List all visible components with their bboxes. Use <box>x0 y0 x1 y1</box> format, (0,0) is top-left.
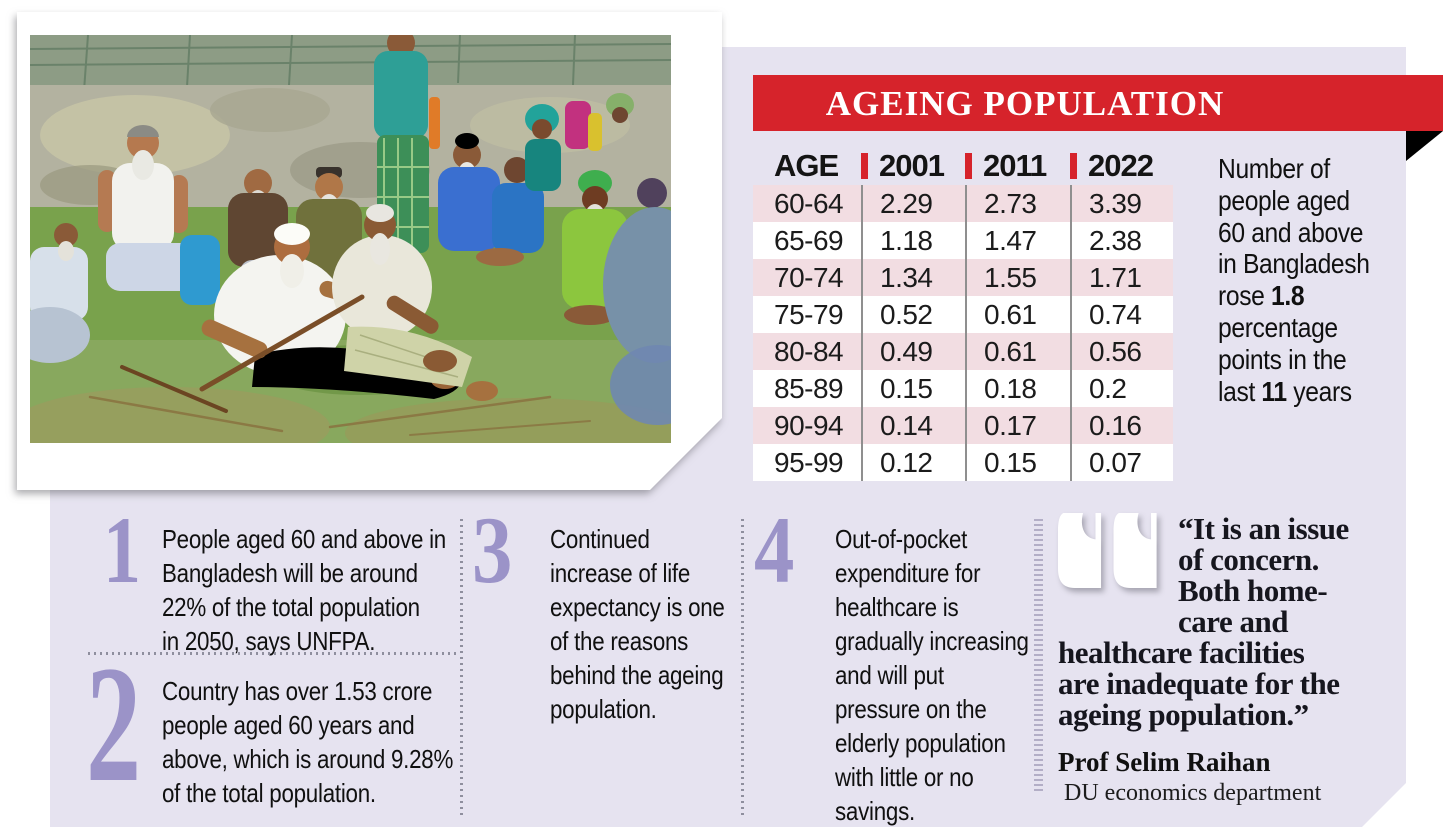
note-bold-value: 1.8 <box>1271 280 1305 312</box>
age-cell: 90-94 <box>774 409 844 441</box>
figure-left-vest-man <box>98 125 220 305</box>
red-bar-icon <box>861 153 868 179</box>
value-cell: 1.47 <box>965 222 1070 259</box>
value-cell: 0.16 <box>1070 407 1173 444</box>
value-cell: 2.38 <box>1070 222 1173 259</box>
highlight-note: Number of people aged 60 and above in Ba… <box>1218 153 1370 407</box>
age-cell: 85-89 <box>774 372 844 404</box>
value-cell: 0.61 <box>965 296 1070 333</box>
quote-text: “It is an issue of concern. Both home- c… <box>1058 511 1349 732</box>
figure-right-back-man <box>603 178 671 425</box>
point-1-numeral: 1 <box>103 497 141 603</box>
age-cell: 95-99 <box>774 446 844 478</box>
table-row: 85-89 0.15 0.18 0.2 <box>753 370 1173 407</box>
value-cell: 1.71 <box>1070 259 1173 296</box>
foreground-left-figure <box>30 223 90 363</box>
value-cell: 0.56 <box>1070 333 1173 370</box>
value-cell: 0.15 <box>861 370 965 407</box>
value-cell: 0.2 <box>1070 370 1173 407</box>
table-row: 70-74 1.34 1.55 1.71 <box>753 259 1173 296</box>
column-header-2011: 2011 <box>965 147 1070 185</box>
value-cell: 0.49 <box>861 333 965 370</box>
value-cell: 1.34 <box>861 259 965 296</box>
point-4-text: Out-of-pocket expenditure for healthcare… <box>835 524 1029 826</box>
age-cell: 70-74 <box>774 261 844 293</box>
age-cell: 65-69 <box>774 224 844 256</box>
value-cell: 0.14 <box>861 407 965 444</box>
value-cell: 1.55 <box>965 259 1070 296</box>
value-cell: 0.17 <box>965 407 1070 444</box>
table-row: 60-64 2.29 2.73 3.39 <box>753 185 1173 222</box>
section-header-banner: AGEING POPULATION <box>753 75 1443 131</box>
age-cell: 80-84 <box>774 335 844 367</box>
figure-headscarf-women <box>525 93 634 191</box>
table-row: 65-69 1.18 1.47 2.38 <box>753 222 1173 259</box>
point-3-text: Continued increase of life expectancy is… <box>550 524 725 724</box>
column-header-2001: 2001 <box>861 147 965 185</box>
point-2-numeral: 2 <box>86 632 142 817</box>
value-cell: 2.73 <box>965 185 1070 222</box>
table-row: 90-94 0.14 0.17 0.16 <box>753 407 1173 444</box>
point-1-text: People aged 60 and above in Bangladesh w… <box>162 524 446 656</box>
value-cell: 0.52 <box>861 296 965 333</box>
age-table: AGE 2001 2011 2022 60-64 2.29 2.73 3.39 … <box>753 147 1173 481</box>
dotted-divider-vertical-1 <box>460 519 463 817</box>
value-cell: 0.15 <box>965 444 1070 481</box>
point-2-text: Country has over 1.53 crore people aged … <box>162 676 454 808</box>
age-cell: 75-79 <box>774 298 844 330</box>
value-cell: 1.18 <box>861 222 965 259</box>
value-cell: 0.61 <box>965 333 1070 370</box>
quote-affiliation: DU economics department <box>1064 780 1322 806</box>
figure-standing-man <box>374 35 440 253</box>
value-cell: 0.12 <box>861 444 965 481</box>
quote-mark-icon <box>1058 513 1162 625</box>
table-row: 75-79 0.52 0.61 0.74 <box>753 296 1173 333</box>
value-cell: 2.29 <box>861 185 965 222</box>
figure-second-white-man <box>332 204 472 387</box>
point-3-numeral: 3 <box>472 497 513 603</box>
page-title: AGEING POPULATION <box>825 84 1225 123</box>
photo-elderly-men <box>30 35 671 443</box>
red-bar-icon <box>965 153 972 179</box>
red-bar-icon <box>1070 153 1077 179</box>
table-row: 80-84 0.49 0.61 0.56 <box>753 333 1173 370</box>
table-row: 95-99 0.12 0.15 0.07 <box>753 444 1173 481</box>
value-cell: 0.18 <box>965 370 1070 407</box>
quote-block: “It is an issue of concern. Both home- c… <box>1058 513 1410 807</box>
column-header-age: AGE <box>774 148 839 183</box>
value-cell: 3.39 <box>1070 185 1173 222</box>
dashed-divider-vertical <box>1034 519 1043 791</box>
figure-blue-shirt-men <box>438 133 544 266</box>
ribbon-fold-icon <box>1406 131 1443 161</box>
table-header-row: AGE 2001 2011 2022 <box>753 147 1173 185</box>
quote-author: Prof Selim Raihan <box>1058 747 1271 777</box>
point-4-numeral: 4 <box>754 497 795 603</box>
value-cell: 0.07 <box>1070 444 1173 481</box>
value-cell: 0.74 <box>1070 296 1173 333</box>
dotted-divider-vertical-2 <box>741 519 744 817</box>
column-header-2022: 2022 <box>1070 147 1173 185</box>
age-cell: 60-64 <box>774 187 844 219</box>
note-bold-years: 11 <box>1261 375 1287 407</box>
dotted-divider-horizontal <box>88 652 460 655</box>
